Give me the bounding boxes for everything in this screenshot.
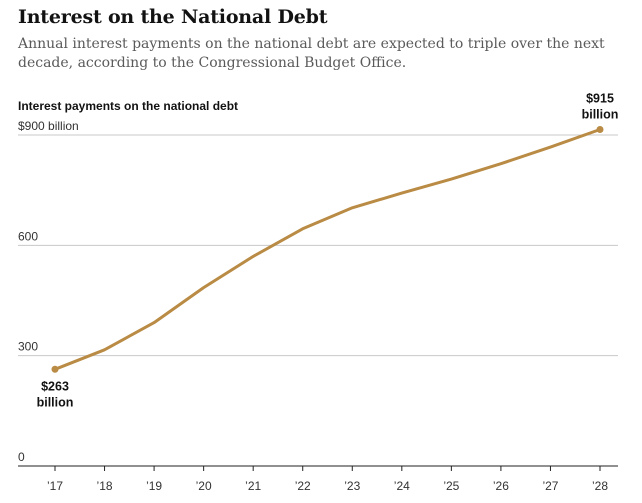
annotated-point: [51, 365, 59, 373]
point-annotation: $263: [41, 379, 69, 393]
point-annotation: $915: [586, 91, 614, 105]
x-tick-label: ’20: [196, 479, 212, 493]
x-tick-label: ’19: [146, 479, 162, 493]
x-tick-label: ’23: [344, 479, 360, 493]
x-tick-label: ’25: [443, 479, 459, 493]
gridlines: [18, 134, 618, 467]
y-tick-label: 300: [18, 340, 38, 354]
y-tick-label: 600: [18, 229, 38, 243]
annotated-point: [596, 125, 604, 133]
x-tick-label: ’21: [245, 479, 261, 493]
x-tick-label: ’27: [542, 479, 558, 493]
point-annotation: billion: [37, 395, 74, 409]
series-line: [53, 128, 602, 371]
x-tick-label: ’26: [493, 479, 509, 493]
y-axis-label: Interest payments on the national debt: [18, 99, 238, 113]
chart-title: Interest on the National Debt: [18, 6, 328, 28]
annotations: $263 billion $915 billion: [37, 91, 619, 409]
x-tick-label: ’17: [47, 479, 63, 493]
x-axis: ’17 ’18 ’19 ’20 ’21 ’22 ’23 ’24 ’25 ’26 ’27 ’28: [47, 466, 608, 493]
x-tick-label: ’22: [295, 479, 311, 493]
chart-subtitle: Annual interest payments on the national…: [18, 36, 605, 71]
x-tick-label: ’28: [592, 479, 608, 493]
y-tick-label: $900 billion: [18, 119, 79, 133]
x-tick-label: ’18: [97, 479, 113, 493]
x-tick-label: ’24: [394, 479, 410, 493]
y-tick-label: 0: [18, 450, 25, 464]
point-annotation: billion: [582, 107, 619, 121]
y-tick-labels: 0 300 600 $900 billion: [18, 119, 79, 464]
series: [53, 128, 602, 371]
